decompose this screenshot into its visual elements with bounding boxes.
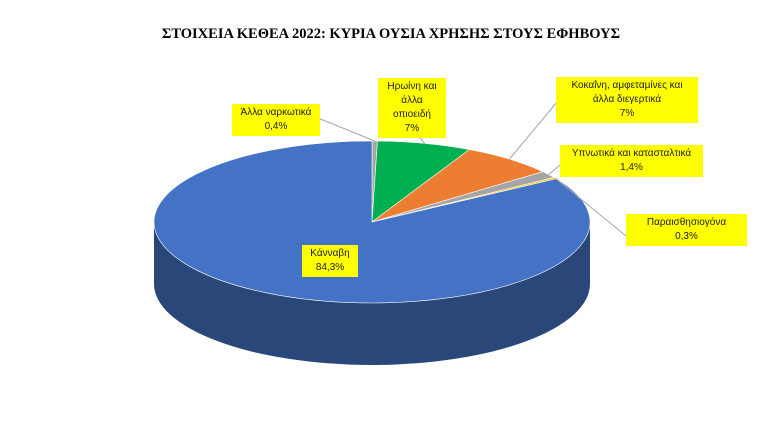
- leader-line: [317, 117, 375, 142]
- category-label: Παραισθησιογόνα: [646, 217, 727, 228]
- category-label: Υπνωτικά και κατασταλτικά: [571, 148, 692, 159]
- leader-line: [554, 177, 627, 237]
- data-label: Υπνωτικά και κατασταλτικά 1,4%: [560, 145, 703, 177]
- chart-title: ΣΤΟΙΧΕΙΑ ΚΕΘΕΑ 2022: ΚΥΡΙΑ ΟΥΣΙΑ ΧΡΗΣΗΣ …: [162, 26, 620, 42]
- value-label: 7%: [619, 108, 635, 119]
- slice: [153, 140, 591, 304]
- data-label: Κάνναβη 84,3%: [302, 245, 358, 277]
- value-label: 7%: [404, 123, 420, 134]
- category-label: Ηρωίνη και άλλα οπιοειδή: [387, 81, 437, 120]
- data-label: Ηρωίνη και άλλα οπιοειδή 7%: [378, 78, 446, 138]
- slice-side: [154, 222, 590, 365]
- category-label: Κάνναβη: [310, 248, 350, 259]
- category-label: Κοκαΐνη, αμφεταμίνες και άλλα διεγερτικά: [571, 80, 683, 105]
- category-label: Άλλα ναρκωτικά: [240, 107, 312, 118]
- value-label: 0,3%: [675, 231, 698, 242]
- value-label: 1,4%: [620, 162, 643, 173]
- data-label: Άλλα ναρκωτικά 0,4%: [232, 104, 320, 136]
- value-label: 84,3%: [315, 262, 345, 273]
- leader-line: [509, 101, 558, 160]
- value-label: 0,4%: [264, 121, 288, 132]
- leader-line: [548, 164, 561, 175]
- data-label: Παραισθησιογόνα 0,3%: [626, 214, 747, 246]
- data-label: Κοκαΐνη, αμφεταμίνες και άλλα διεγερτικά…: [556, 77, 698, 123]
